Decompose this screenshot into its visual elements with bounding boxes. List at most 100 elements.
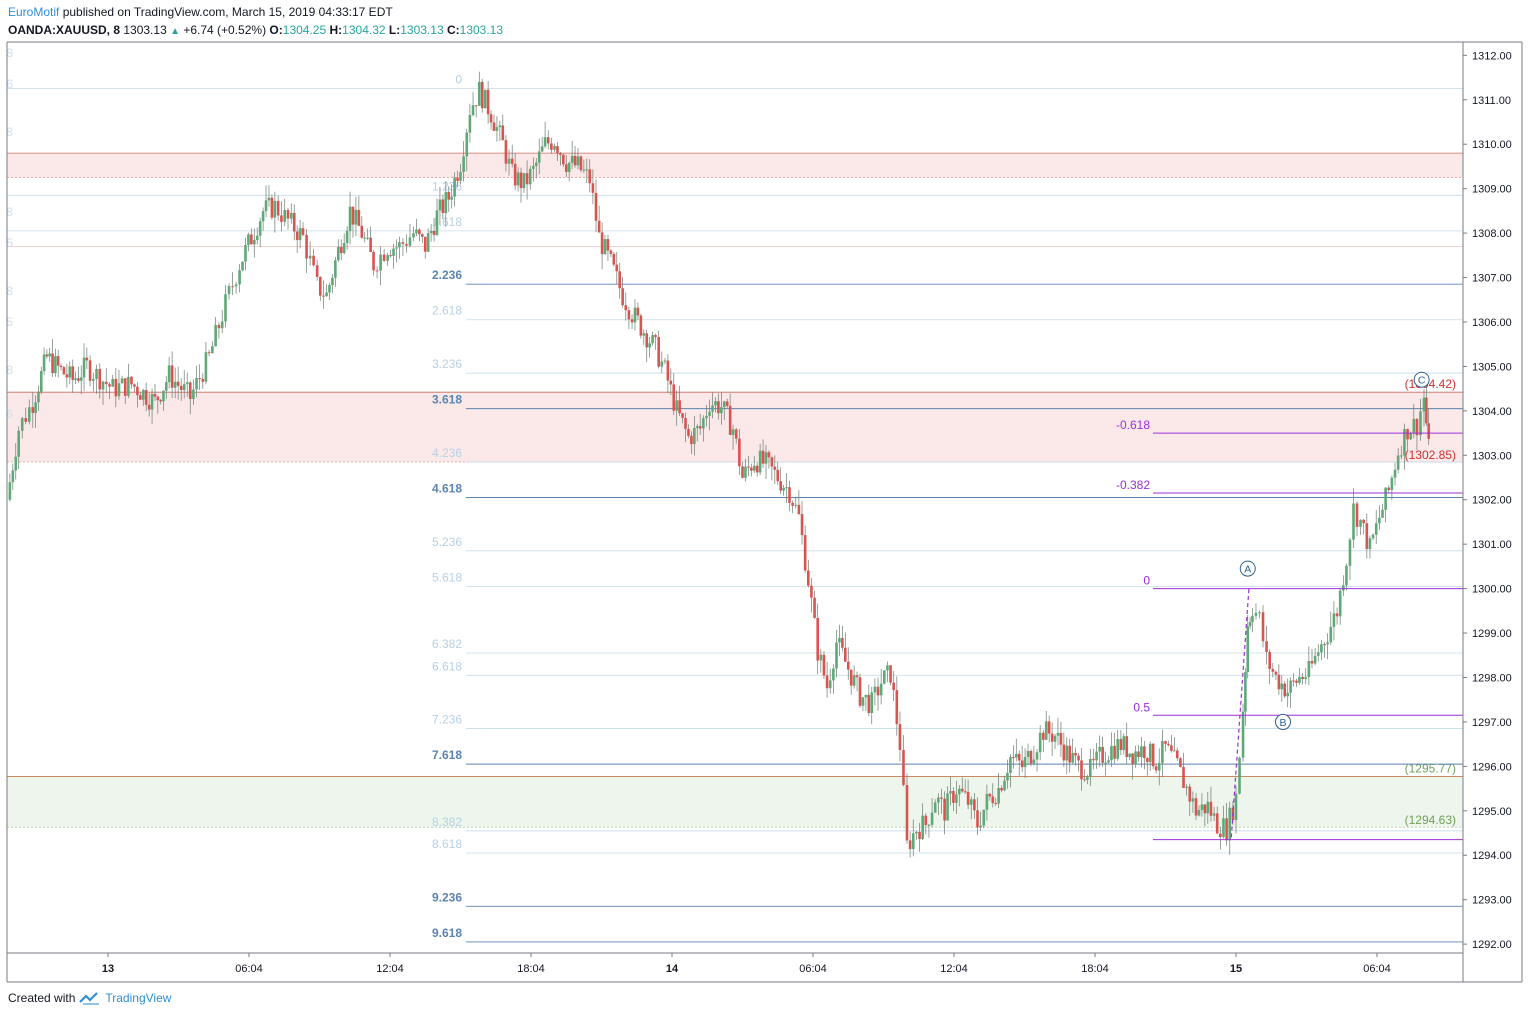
- candle-body: [1307, 661, 1311, 678]
- author-link[interactable]: EuroMotif: [8, 5, 60, 19]
- candle-body: [573, 155, 577, 166]
- candle-body: [702, 418, 705, 429]
- candle-body: [844, 647, 847, 662]
- candle-body: [504, 140, 508, 164]
- candle-body: [621, 288, 624, 306]
- candle-body: [147, 404, 151, 410]
- candle-body: [56, 356, 60, 366]
- candle-body: [1265, 641, 1268, 652]
- candle-body: [1283, 683, 1287, 697]
- candle-body: [678, 400, 681, 414]
- candle-body: [889, 665, 892, 683]
- candle-body: [991, 796, 995, 804]
- candle-body: [553, 146, 556, 150]
- candle-body: [1006, 772, 1009, 781]
- candle-body: [519, 172, 523, 189]
- candle-body: [758, 450, 762, 473]
- candle-body: [331, 277, 334, 286]
- candle-body: [684, 417, 687, 429]
- candle-body: [337, 246, 340, 261]
- fib-levels-layer: 01.2361.6182.2362.6183.2363.6184.2364.61…: [7, 73, 1463, 943]
- candle-body: [1342, 585, 1345, 591]
- candle-body: [952, 791, 955, 803]
- candle-body: [1083, 779, 1086, 781]
- candle-body: [395, 247, 398, 249]
- candle-body: [1035, 752, 1039, 760]
- candle-body: [879, 683, 883, 696]
- fib-level-label: 6.382: [432, 637, 462, 651]
- candle-body: [841, 637, 844, 648]
- time-tick-label: 12:04: [940, 963, 968, 975]
- fib-level-label: 7.618: [432, 748, 462, 762]
- candle-body: [426, 233, 430, 252]
- time-tick-label: 12:04: [376, 963, 404, 975]
- candle-body: [478, 81, 481, 106]
- published-text: published on TradingView.com, March 15, …: [62, 5, 393, 19]
- candle-body: [136, 386, 139, 396]
- candle-body: [776, 469, 780, 482]
- candle-body: [943, 798, 946, 821]
- high-value: 1304.32: [342, 23, 386, 37]
- tradingview-brand-link[interactable]: TradingView: [105, 991, 172, 1005]
- clipped-fib-label: 8: [6, 125, 13, 139]
- candle-body: [911, 833, 915, 850]
- candle-body: [744, 466, 747, 478]
- close-value: 1303.13: [459, 23, 504, 37]
- price-tick-label: 1299.00: [1472, 628, 1512, 640]
- candle-body: [1137, 751, 1140, 758]
- candle-body: [301, 228, 305, 235]
- candle-body: [513, 163, 517, 186]
- candle-body: [1390, 477, 1394, 490]
- fib-level-label: 0: [455, 73, 462, 87]
- candle-body: [955, 794, 958, 803]
- candle-body: [182, 384, 186, 391]
- candle-body: [594, 192, 598, 221]
- candle-body: [1071, 752, 1074, 763]
- candle-body: [687, 428, 690, 436]
- candle-body: [714, 401, 717, 406]
- candle-body: [456, 177, 459, 181]
- candle-body: [1188, 786, 1192, 802]
- candle-body: [693, 427, 696, 445]
- candle-body: [192, 389, 195, 399]
- candle-body: [133, 384, 136, 387]
- candle-body: [1026, 750, 1030, 757]
- candle-body: [997, 788, 1000, 804]
- candle-body: [1012, 757, 1015, 759]
- candle-body: [465, 132, 469, 157]
- candle-body: [562, 154, 565, 165]
- candle-body: [810, 585, 813, 598]
- candle-body: [231, 286, 234, 288]
- candle-body: [432, 230, 436, 235]
- candle-body: [1056, 732, 1060, 736]
- candle-body: [441, 199, 445, 214]
- candle-body: [624, 305, 628, 311]
- candle-body: [636, 307, 640, 316]
- candle-body: [1038, 732, 1042, 753]
- fib-level-label: 9.618: [432, 926, 462, 940]
- candle-body: [1077, 755, 1080, 761]
- candle-body: [252, 239, 256, 245]
- candle-body: [1248, 621, 1252, 627]
- candle-body: [570, 155, 574, 163]
- candle-body: [1345, 565, 1348, 586]
- candle-body: [95, 368, 98, 379]
- price-tick-label: 1308.00: [1472, 228, 1512, 240]
- price-tick-label: 1310.00: [1472, 139, 1512, 151]
- candle-body: [1164, 741, 1167, 744]
- candle-body: [1059, 732, 1063, 745]
- candle-body: [1086, 776, 1089, 780]
- fib-level-label: 2.236: [432, 268, 462, 282]
- candle-body: [453, 177, 456, 197]
- clipped-fib-label: 5: [6, 315, 13, 329]
- candle-body: [270, 197, 274, 218]
- candle-body: [1125, 736, 1129, 758]
- candle-body: [79, 377, 83, 381]
- candle-body: [295, 231, 299, 241]
- candle-body: [224, 294, 227, 322]
- zones-layer: (1304.42) (1302.85) (1295.77) (1294.63): [7, 152, 1463, 828]
- candle-body: [1304, 677, 1308, 680]
- wave-label-circle: [1413, 371, 1430, 388]
- candle-body: [1387, 487, 1391, 490]
